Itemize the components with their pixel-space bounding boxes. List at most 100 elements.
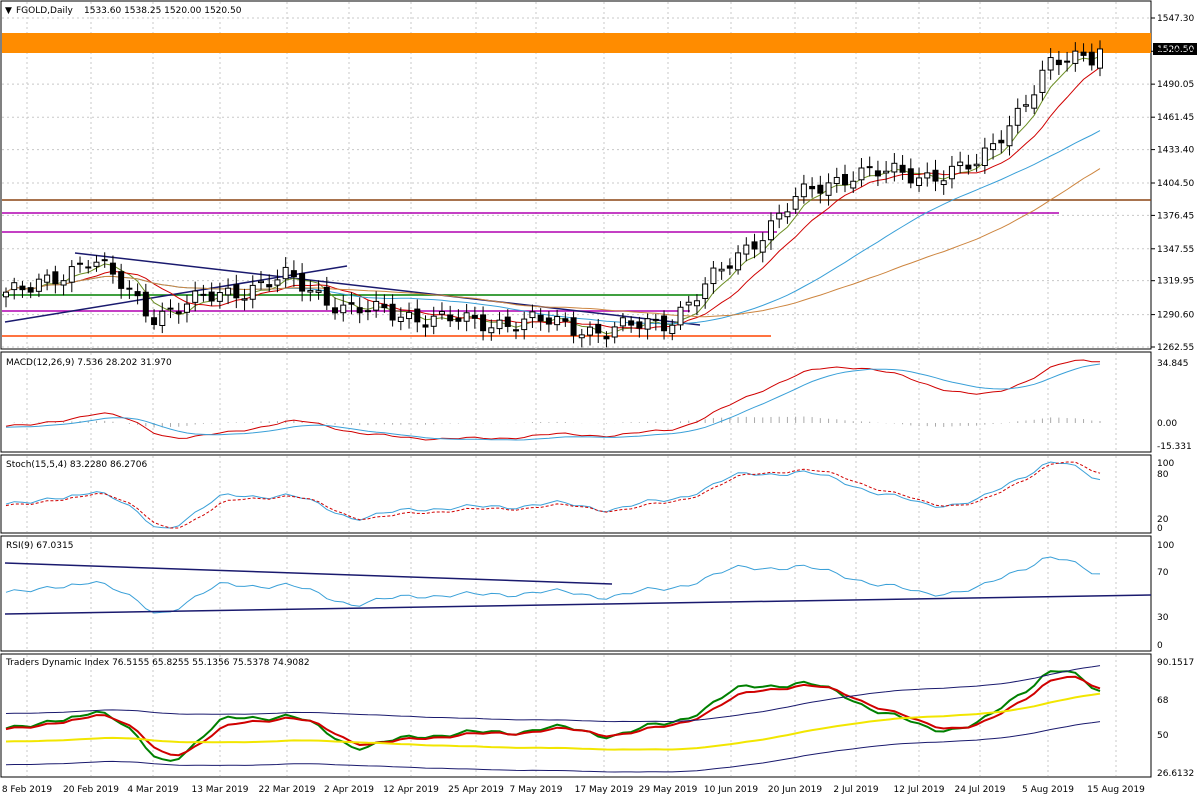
candle-body — [77, 262, 84, 265]
indicator-lines — [5, 359, 1101, 773]
candle-body — [208, 291, 215, 302]
y-tick-label: 30 — [1157, 613, 1169, 623]
macd-title: MACD(12,26,9) 7.536 28.202 31.970 — [6, 358, 172, 368]
candle-body — [44, 274, 51, 283]
current-price-label: 1520.50 — [1157, 45, 1194, 55]
main-ohlc: 1533.60 1538.25 1520.00 1520.50 — [84, 6, 242, 16]
y-tick-label: 1262.55 — [1157, 343, 1194, 353]
x-label: 29 May 2019 — [639, 785, 698, 795]
candles — [3, 40, 1103, 348]
candle-body — [389, 303, 396, 321]
candle-body — [1031, 94, 1038, 109]
candle-body — [866, 166, 873, 169]
candle-body — [340, 304, 347, 314]
y-tick-label: 90.1517 — [1157, 658, 1194, 668]
x-label: 24 Jul 2019 — [955, 785, 1006, 795]
x-label: 20 Jun 2019 — [768, 785, 822, 795]
candle-body — [718, 268, 725, 272]
symbol-dropdown-icon[interactable]: ▼ — [5, 6, 12, 16]
candle-body — [661, 315, 668, 332]
candle-body — [858, 167, 865, 181]
x-label: 5 Aug 2019 — [1022, 785, 1074, 795]
x-label: 2 Apr 2019 — [324, 785, 374, 795]
y-tick-label: -15.331 — [1157, 442, 1192, 452]
x-label: 17 May 2019 — [575, 785, 634, 795]
candle-body — [1014, 107, 1021, 126]
candle-body — [455, 317, 462, 322]
candle-body — [282, 266, 289, 280]
candle-body — [693, 300, 700, 307]
candle-body — [759, 240, 766, 253]
candle-body — [1088, 51, 1095, 66]
candle-body — [3, 291, 9, 298]
x-label: 8 Feb 2019 — [2, 785, 53, 795]
main-panel — [0, 0, 1152, 350]
candle-body — [850, 180, 857, 189]
candle-body — [406, 311, 413, 320]
candle-body — [35, 278, 42, 292]
candle-body — [463, 312, 470, 322]
x-label: 25 Apr 2019 — [448, 785, 504, 795]
x-label: 12 Apr 2019 — [383, 785, 439, 795]
candle-body — [249, 284, 256, 300]
candle-body — [85, 266, 92, 269]
tdi-panel — [0, 653, 1152, 778]
rsi-trendline-down — [4, 562, 613, 585]
y-tick-label: 0 — [1157, 641, 1163, 651]
candle-body — [381, 303, 388, 309]
candle-body — [932, 169, 939, 182]
candle-body — [874, 170, 881, 177]
candle-body — [587, 326, 594, 336]
candle-body — [842, 174, 849, 186]
candle-body — [332, 307, 339, 314]
y-tick-label: 1490.05 — [1157, 80, 1194, 90]
candle-body — [619, 317, 626, 327]
candle-body — [480, 314, 487, 332]
candle-body — [175, 311, 182, 314]
candle-body — [710, 267, 717, 285]
x-axis-labels: 8 Feb 2019 20 Feb 2019 4 Mar 2019 13 Mar 20… — [2, 785, 1145, 795]
candle-body — [1006, 125, 1013, 147]
y-tick-label: 50 — [1157, 731, 1169, 741]
rsi-trendline-up — [4, 594, 1152, 615]
y-tick-label: 100 — [1157, 541, 1174, 551]
candle-body — [940, 180, 947, 186]
candle-body — [554, 316, 561, 326]
candle-body — [957, 161, 964, 167]
current-price-tag — [1153, 43, 1197, 55]
candle-body — [183, 303, 190, 313]
candle-body — [891, 162, 898, 173]
candle-body — [60, 280, 67, 286]
candle-body — [1039, 69, 1046, 93]
stoch-title: Stoch(15,5,4) 83.2280 86.2706 — [6, 460, 147, 470]
y-tick-label: 1547.30 — [1157, 14, 1194, 24]
candle-body — [323, 286, 330, 306]
moving-averages — [5, 55, 1101, 335]
candle-body — [151, 317, 158, 326]
candle-body — [159, 310, 166, 327]
candle-body — [948, 165, 955, 180]
candle-body — [545, 317, 552, 325]
y-tick-label: 34.845 — [1157, 359, 1189, 369]
candle-body — [537, 314, 544, 322]
candle-body — [438, 311, 445, 315]
indicator-line — [5, 461, 1101, 529]
candle-body — [233, 284, 240, 299]
candle-body — [652, 318, 659, 321]
resistance-zone — [2, 33, 1151, 53]
candle-body — [998, 139, 1005, 144]
candle-body — [504, 316, 511, 327]
candle-body — [225, 287, 232, 296]
candle-body — [899, 164, 906, 173]
candle-body — [19, 285, 26, 291]
candle-body — [1080, 51, 1087, 56]
candle-body — [397, 316, 404, 322]
x-label: 13 Mar 2019 — [191, 785, 248, 795]
candle-body — [570, 317, 577, 336]
rsi-title: RSI(9) 67.0315 — [6, 541, 73, 551]
candle-body — [167, 307, 174, 310]
candle-body — [735, 252, 742, 271]
candle-body — [93, 261, 100, 267]
y-tick-label: 68 — [1157, 696, 1169, 706]
